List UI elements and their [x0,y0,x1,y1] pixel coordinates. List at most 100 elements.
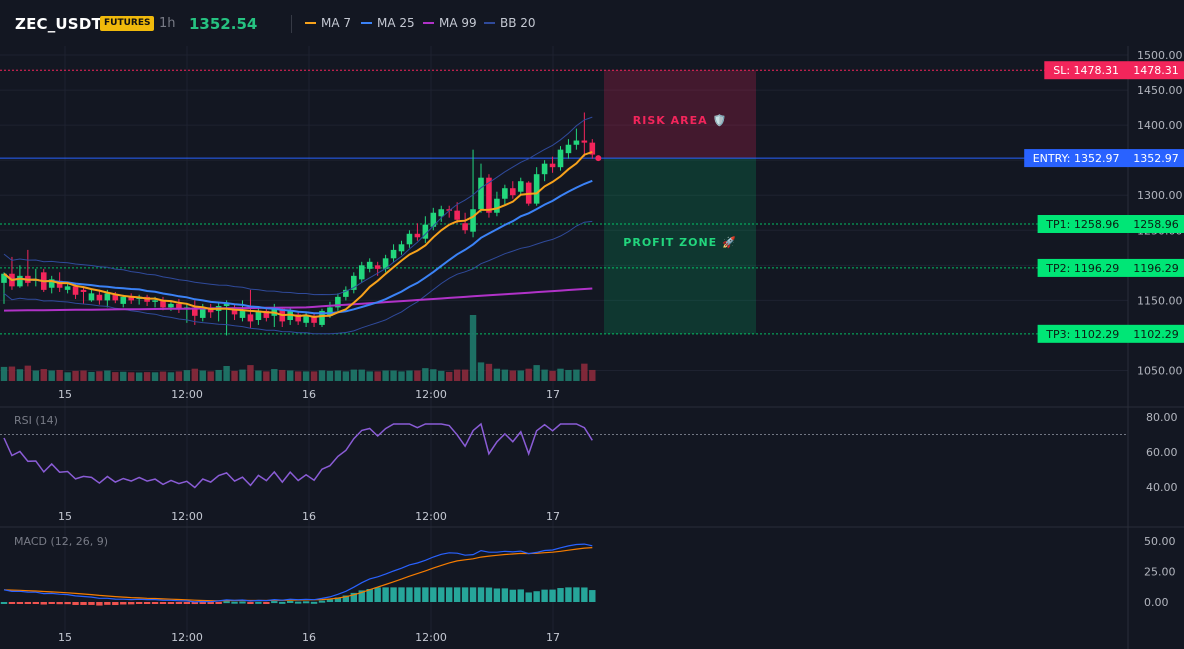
volume-bar [271,369,278,381]
timeframe-label[interactable]: 1h [159,16,176,31]
sl-label: SL: 1478.31 [1053,64,1119,77]
candle-body [319,310,325,325]
macd-histogram-bar [263,602,270,604]
symbol-label[interactable]: ZEC_USDT [15,15,102,33]
volume-bar [461,369,469,381]
legend-ma7[interactable]: MA 7 [305,16,351,30]
ma7-swatch [305,22,316,24]
macd-histogram-bar [104,602,111,605]
price-axis-tick: 1450.00 [1137,84,1183,97]
entry-axis-value-bg [1128,149,1184,168]
volume-bar [263,371,270,381]
macd-histogram-bar [24,602,32,604]
legend-bb20[interactable]: BB 20 [484,16,536,30]
tp2-label: TP2: 1196.29 [1045,262,1119,275]
candle-body [128,296,134,301]
candle-body [72,286,79,295]
tp1-label-bg [1037,214,1128,233]
candle-body [263,310,270,318]
tp3-label-bg [1037,324,1128,343]
volume-bar [469,315,477,381]
legend-ma7-label: MA 7 [321,16,352,30]
candle-body [470,209,476,232]
volume-bar [350,369,357,381]
candle-body [56,280,63,288]
tp1-axis-value-bg [1128,214,1184,233]
volume-bar [358,369,365,381]
ma99-line [3,287,593,312]
macd-histogram-bar [565,587,572,602]
candle-body [382,258,389,269]
candle-body [557,149,564,168]
macd-histogram-bar [589,590,596,602]
macd-histogram-bar [461,587,469,602]
futures-badge: FUTURES [100,16,155,31]
risk-area-zone [604,70,756,159]
time-axis-label: 17 [546,510,560,523]
volume-bar [112,372,119,381]
candle-body [589,142,596,155]
tp3-axis-value: 1102.29 [1133,328,1179,341]
volume-bar [167,372,175,381]
volume-bar [382,370,389,381]
volume-bar [477,362,485,381]
last-price: 1352.54 [189,15,258,33]
candle-body [478,177,484,210]
volume-bar [334,370,342,381]
macd-histogram-bar [128,602,135,605]
volume-bar [255,370,262,381]
volume-bar [318,370,326,381]
candle-body [96,294,103,301]
candle-body [88,293,95,301]
ma7-line [3,150,593,319]
volume-bar [453,369,461,381]
candle-body [239,310,246,318]
volume-bar [287,370,294,381]
tp2-axis-value: 1196.29 [1133,262,1179,275]
volume-bar [493,368,501,381]
volume-bar [231,370,238,381]
volume-bar [581,363,588,381]
macd-histogram-bar [374,587,381,602]
macd-histogram-bar [326,599,334,602]
volume-bar [32,370,39,381]
macd-histogram-bar [223,601,230,604]
chart-header: ZEC_USDT FUTURES 1h 1352.54 MA 7 MA 25 M… [0,0,1184,46]
macd-histogram-bar [390,587,397,602]
legend-ma25[interactable]: MA 25 [361,16,415,30]
volume-bar [191,368,198,381]
candle-body [549,163,556,168]
macd-histogram-bar [0,602,8,604]
macd-histogram-bar [215,602,222,604]
volume-bar [24,365,32,381]
macd-histogram-bar [294,601,302,604]
volume-bar [104,370,111,381]
macd-histogram-bar [310,601,318,604]
volume-bar [501,369,509,381]
macd-histogram-bar [56,602,63,605]
rsi-axis-tick: 80.00 [1146,411,1178,424]
macd-axis-tick: 0.00 [1144,596,1169,609]
time-axis-label: 17 [546,631,560,644]
tp1-label: TP1: 1258.96 [1045,218,1119,231]
volume-bar [120,371,127,381]
candle-body [581,140,588,143]
volume-bar [159,371,167,381]
candle-body [502,188,508,199]
candle-body [160,300,166,308]
candle-body [327,307,333,316]
macd-histogram-bar [334,597,342,602]
macd-histogram-bar [446,587,453,602]
candle-body [176,303,182,309]
volume-bar [223,366,230,381]
macd-histogram-bar [16,602,24,604]
candle-body [406,233,413,245]
legend-ma99[interactable]: MA 99 [423,16,477,30]
macd-title: MACD (12, 26, 9) [14,535,108,548]
candle-body [358,265,365,280]
macd-histogram-bar [549,589,556,602]
volume-bar [549,370,556,381]
macd-histogram-bar [581,587,588,602]
volume-bar [279,369,286,381]
